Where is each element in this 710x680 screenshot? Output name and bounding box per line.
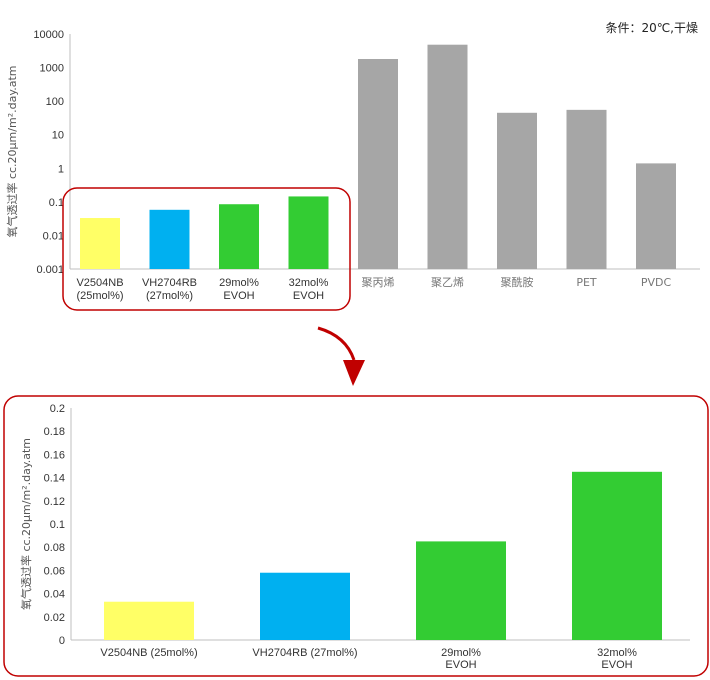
top-category-label: 聚乙烯	[431, 276, 464, 289]
top-category-label: EVOH	[293, 290, 324, 302]
top-y-tick-label: 0.1	[49, 197, 64, 209]
bottom-bar	[572, 471, 662, 640]
bottom-category-label: 29mol%	[441, 647, 481, 659]
top-y-tick-label: 0.001	[36, 264, 64, 276]
top-bar	[566, 109, 607, 269]
top-y-tick-label: 100	[46, 96, 64, 108]
zoom-panel-frame	[3, 395, 709, 677]
bottom-y-tick-label: 0.2	[50, 403, 65, 415]
bottom-y-tick-label: 0.18	[44, 426, 65, 438]
bottom-y-tick-label: 0.1	[50, 519, 65, 531]
bottom-bar	[416, 541, 506, 640]
top-category-label: 32mol%	[289, 277, 329, 289]
bottom-bar	[104, 601, 194, 640]
top-y-axis-label: 氧气透过率 cc.20μm/m².day.atm	[5, 65, 19, 237]
top-category-label: (25mol%)	[76, 290, 123, 302]
top-y-tick-label: 0.01	[43, 230, 64, 242]
bottom-y-axis-label: 氧气透过率 cc.20μm/m².day.atm	[19, 438, 33, 610]
bottom-y-tick-label: 0.06	[44, 565, 65, 577]
arrow-head	[343, 360, 365, 386]
bottom-category-label: V2504NB (25mol%)	[100, 647, 197, 659]
arrow-shaft	[317, 326, 356, 361]
top-bar	[636, 163, 676, 269]
top-y-tick-label: 10	[52, 130, 64, 142]
bottom-y-tick-label: 0.12	[44, 496, 65, 508]
top-y-tick-label: 10000	[33, 29, 64, 41]
bottom-category-label: 32mol%	[597, 647, 637, 659]
bottom-y-tick-label: 0.14	[44, 473, 65, 485]
top-bar	[288, 196, 329, 269]
top-category-label: 聚酰胺	[501, 275, 534, 289]
top-bar	[358, 59, 398, 270]
top-bar	[497, 112, 537, 270]
top-bar	[427, 44, 468, 269]
bottom-category-label: VH2704RB (27mol%)	[252, 647, 357, 659]
top-category-label: 聚丙烯	[362, 276, 395, 289]
bottom-y-tick-label: 0.16	[44, 449, 65, 461]
top-bar	[219, 204, 259, 269]
top-y-tick-label: 1	[58, 163, 64, 175]
condition-label: 条件：20℃,干燥	[605, 21, 698, 35]
top-category-label: PET	[576, 276, 597, 289]
top-bar	[149, 209, 190, 269]
top-category-label: (27mol%)	[146, 290, 193, 302]
bottom-y-tick-label: 0	[59, 635, 65, 647]
top-category-label: 29mol%	[219, 277, 259, 289]
bottom-category-label: EVOH	[601, 659, 632, 671]
bottom-y-tick-label: 0.04	[44, 589, 65, 601]
top-bar	[80, 218, 120, 269]
bottom-y-tick-label: 0.02	[44, 612, 65, 624]
top-category-label: PVDC	[641, 276, 672, 289]
top-y-tick-label: 1000	[40, 63, 64, 75]
highlight-box	[62, 187, 351, 311]
bottom-bar	[260, 572, 350, 640]
top-category-label: VH2704RB	[142, 277, 197, 289]
bottom-category-label: EVOH	[445, 659, 476, 671]
top-category-label: EVOH	[223, 290, 254, 302]
top-category-label: V2504NB	[76, 277, 123, 289]
bottom-y-tick-label: 0.08	[44, 542, 65, 554]
